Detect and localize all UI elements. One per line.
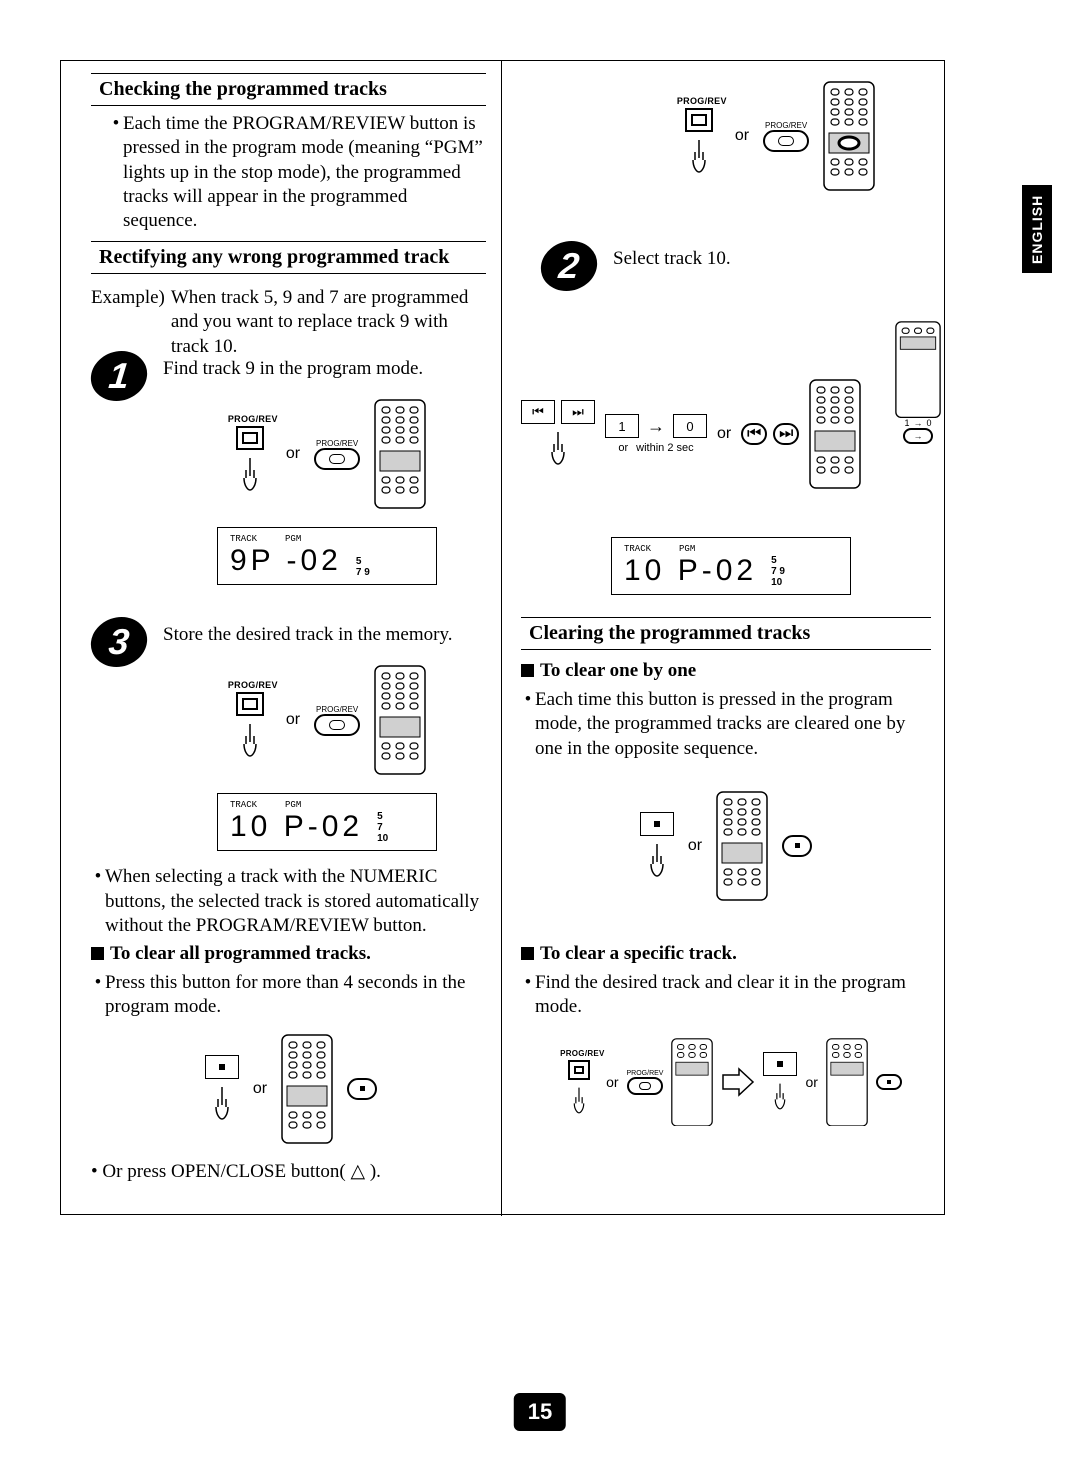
arrow-right-icon [721,1067,755,1097]
bullet: • Press this button for more than 4 seco… [91,971,491,1020]
remote-icon [895,321,941,418]
prog-rev-pill: PROG/REV [314,439,360,470]
page-frame: Checking the programmed tracks • Each ti… [60,60,945,1215]
or-label: or [717,425,731,443]
skip-back-button: ⏮ [521,400,555,424]
step-badge: 1 [88,351,149,401]
example-text: When track 5, 9 and 7 are programmed and… [171,286,486,359]
illus-checking: PROG/REV or PROG/REV [621,81,931,191]
stop-pill [876,1074,902,1090]
within-label: within 2 sec [636,442,693,454]
hand-icon [544,430,572,468]
section-clearing: Clearing the programmed tracks To clear … [521,617,931,901]
remote-icon [671,1038,713,1127]
prog-rev-button: PROG/REV [677,96,721,176]
col-divider-bot [501,611,502,1216]
hand-icon [685,138,713,176]
or-label: or [286,445,300,463]
or-label: or [735,127,749,145]
page-number: 15 [514,1393,566,1431]
prog-rev-pill: PROG/REV [314,705,360,736]
step-3: 3 Store the desired track in the memory.… [91,617,491,938]
section-clear-specific: To clear a specific track. • Find the de… [521,937,941,1126]
hand-icon [208,1085,236,1123]
lcd-display: TRACKPGM 10 P-02 5 7 9 10 [611,537,851,595]
step-badge: 2 [538,241,599,291]
remote-icon [374,665,426,775]
section-title: Clearing the programmed tracks [521,617,931,650]
section-title: Rectifying any wrong programmed track [91,241,486,274]
bullet: • Each time this button is pressed in th… [521,688,931,761]
step-1: 1 Find track 9 in the program mode. PROG… [91,351,491,585]
hand-icon [236,722,264,760]
skip-fwd-button: ⏭ [561,400,595,424]
stop-pill [347,1078,377,1100]
step-badge: 3 [88,617,149,667]
hand-icon [769,1082,791,1112]
sub-heading: To clear one by one [521,660,931,682]
bullet: • Find the desired track and clear it in… [521,971,941,1020]
or-label: or [688,837,702,855]
illus-step2: or ⏮ ⏭ 1 → 0 or within 2 sec [521,341,941,595]
section-title: Checking the programmed tracks [91,73,486,106]
remote-icon [809,379,861,489]
hand-icon [568,1086,590,1116]
example-label: Example) [91,286,165,359]
step-text: Select track 10. [613,247,731,271]
or-label: or [606,1074,618,1090]
key-1: 1 [605,414,639,438]
remote-icon [716,791,768,901]
sub-heading: To clear a specific track. [521,943,941,965]
stop-pill [782,835,812,857]
bullet: • When selecting a track with the NUMERI… [91,865,491,938]
sub-heading: To clear all programmed tracks. [91,943,491,965]
remote-icon [826,1038,868,1127]
step-2: 2 Select track 10. [541,241,941,291]
prog-rev-button: PROG/REV [228,680,272,760]
prog-rev-button: PROG/REV [560,1049,598,1116]
bullet: • Each time the PROGRAM/REVIEW button is… [109,112,486,234]
prog-rev-pill: PROG/REV [627,1070,664,1095]
stop-button [205,1055,239,1079]
key-0: 0 [673,414,707,438]
remote-icon [823,81,875,191]
hand-icon [236,456,264,494]
stop-button [763,1052,797,1076]
remote-icon [374,399,426,509]
section-checking: Checking the programmed tracks • Each ti… [91,73,486,234]
hand-icon [643,842,671,880]
prog-rev-button: PROG/REV [228,414,272,494]
or-label: or [805,1074,817,1090]
stop-button [640,812,674,836]
remote-icon [281,1034,333,1144]
col-divider-top [501,61,502,611]
language-tab: ENGLISH [1022,185,1052,273]
or-label: or [286,711,300,729]
open-close-note: • Or press OPEN/CLOSE button( △ ). [91,1160,491,1184]
prog-rev-pill: PROG/REV [763,121,809,152]
lcd-display: TRACKPGM 9P -02 5 7 9 [217,527,437,585]
step-text: Find track 9 in the program mode. [163,357,491,381]
skip-pills: ⏮ ⏭ [741,423,799,445]
section-clear-all: To clear all programmed tracks. • Press … [91,937,491,1184]
section-rectifying: Rectifying any wrong programmed track Ex… [91,241,486,359]
or-label: or [253,1080,267,1098]
or-label: or [618,442,628,454]
step-text: Store the desired track in the memory. [163,623,491,647]
arrow-icon: → [647,416,665,437]
lcd-display: TRACKPGM 10 P-02 5 7 10 [217,793,437,851]
